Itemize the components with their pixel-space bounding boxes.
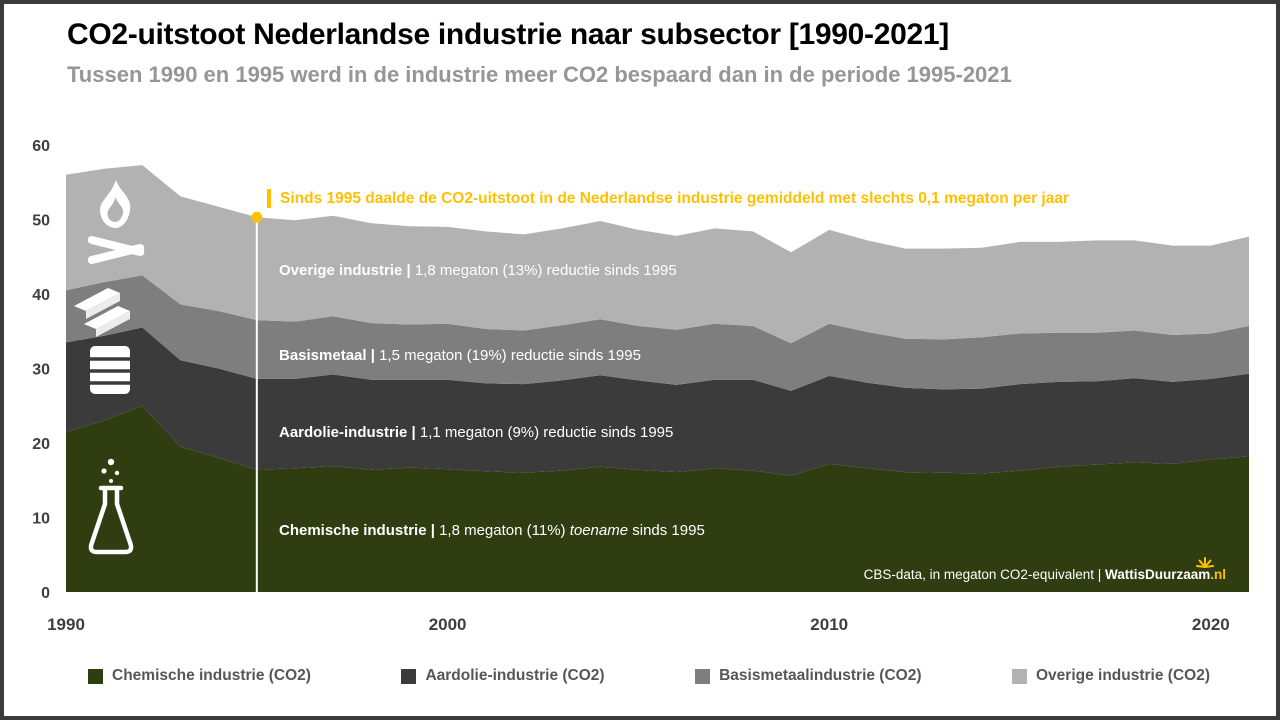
area-basismetaalindustrie-co2 (66, 275, 1249, 391)
marker-dot-1995 (251, 211, 263, 223)
campfire-icon (87, 180, 145, 265)
brand-name: WattisDuurzaam (1105, 557, 1215, 582)
area-label-basismetaal: Basismetaal | 1,5 megaton (19%) reductie… (279, 347, 641, 364)
y-axis-tick-50: 50 (32, 213, 50, 230)
legend-swatch-chemische-industrie (88, 668, 103, 684)
brand-suffix: .nl (1210, 567, 1226, 582)
source-credit: CBS-data, in megaton CO2-equivalent | Wa… (863, 557, 1226, 582)
annotation-bar (267, 189, 271, 208)
y-axis-tick-0: 0 (41, 585, 50, 602)
y-axis-tick-40: 40 (32, 287, 50, 304)
x-axis-tick-2010: 2010 (810, 615, 848, 634)
stacked-area-chart: 0 10 20 30 40 50 60 1990 2000 2010 2020 (32, 138, 1249, 634)
oil-barrel-icon (90, 346, 130, 394)
source-text: CBS-data, in megaton CO2-equivalent | (863, 567, 1105, 582)
annotation-1995: Sinds 1995 daalde de CO2-uitstoot in de … (267, 189, 1069, 208)
y-axis-tick-10: 10 (32, 511, 50, 528)
x-axis-tick-2000: 2000 (429, 615, 467, 634)
area-label-chemische-industrie: Chemische industrie | 1,8 megaton (11%) … (279, 522, 705, 539)
area-chemische-industrie-co2 (66, 405, 1249, 592)
x-axis-tick-2020: 2020 (1192, 615, 1230, 634)
area-overige-industrie-co2 (66, 165, 1249, 344)
legend-swatch-overige-industrie (1012, 668, 1027, 684)
y-axis-tick-30: 30 (32, 362, 50, 379)
legend-swatch-basismetaalindustrie (695, 668, 711, 684)
legend-item-aardolie-industrie: Aardolie-industrie (CO2) (401, 667, 605, 685)
legend-item-overige-industrie: Overige industrie (CO2) (1012, 667, 1210, 685)
steel-beams-icon (74, 288, 130, 337)
legend-item-chemische-industrie: Chemische industrie (CO2) (88, 667, 311, 685)
legend-item-basismetaalindustrie: Basismetaalindustrie (CO2) (695, 667, 922, 685)
page-title: CO2-uitstoot Nederlandse industrie naar … (67, 18, 949, 51)
legend-swatch-aardolie-industrie (401, 668, 417, 684)
page-subtitle: Tussen 1990 en 1995 werd in de industrie… (67, 62, 1012, 87)
annotation-text: Sinds 1995 daalde de CO2-uitstoot in de … (280, 189, 1069, 207)
area-label-aardolie-industrie: Aardolie-industrie | 1,1 megaton (9%) re… (279, 424, 674, 441)
chemistry-flask-icon (88, 458, 134, 555)
area-aardolie-industrie-co2 (66, 327, 1249, 476)
chart-legend: Chemische industrie (CO2) Aardolie-indus… (88, 667, 1210, 685)
area-label-overige-industrie: Overige industrie | 1,8 megaton (13%) re… (279, 262, 677, 279)
y-axis-tick-60: 60 (32, 138, 50, 155)
x-axis-tick-1990: 1990 (47, 615, 85, 634)
y-axis-tick-20: 20 (32, 436, 50, 453)
sun-icon (1196, 557, 1215, 568)
